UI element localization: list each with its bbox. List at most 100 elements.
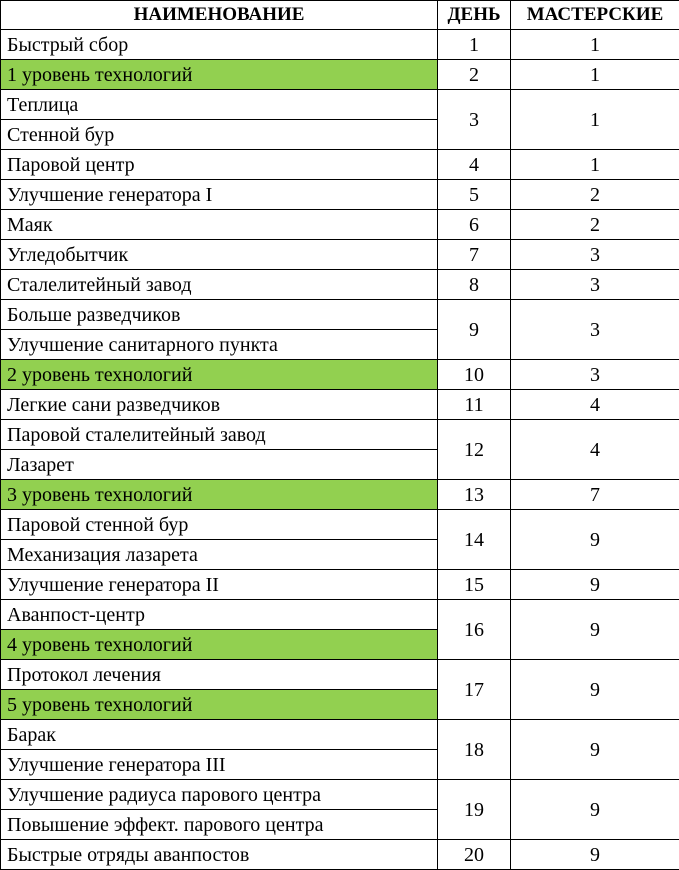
day-cell: 10: [437, 359, 511, 390]
item-name-cell: Стенной бур: [0, 119, 438, 150]
table-row: Угледобытчик 7 3: [0, 239, 679, 270]
table-row: Быстрые отряды аванпостов 20 9: [0, 839, 679, 870]
table-row: Аванпост-центр 16 9: [0, 599, 679, 660]
item-name-cell: Паровой стенной бур: [0, 509, 438, 540]
header-row: НАИМЕНОВАНИЕ ДЕНЬ МАСТЕРСКИЕ: [0, 0, 679, 30]
workshops-cell: 9: [510, 659, 679, 720]
workshops-cell: 9: [510, 839, 679, 870]
day-cell: 13: [437, 479, 511, 510]
item-name-cell: Улучшение санитарного пункта: [0, 329, 438, 360]
workshops-cell: 1: [510, 89, 679, 150]
table-row: Легкие сани разведчиков 11 4: [0, 389, 679, 420]
table-row: 3 уровень технологий 13 7: [0, 479, 679, 510]
tech-level-cell: 2 уровень технологий: [0, 359, 438, 390]
table-row: Механизация лазарета: [0, 539, 679, 570]
day-cell: 18: [437, 719, 511, 780]
item-name-cell: Теплица: [0, 89, 438, 120]
workshops-cell: 9: [510, 719, 679, 780]
workshops-cell: 9: [510, 599, 679, 660]
day-cell: 14: [437, 509, 511, 570]
day-cell: 15: [437, 569, 511, 600]
table-row: Сталелитейный завод 8 3: [0, 269, 679, 300]
day-cell: 8: [437, 269, 511, 300]
day-cell: 6: [437, 209, 511, 240]
table-row: Улучшение санитарного пункта: [0, 329, 679, 360]
item-name-cell: Улучшение генератора II: [0, 569, 438, 600]
workshops-cell: 1: [510, 149, 679, 180]
day-cell: 4: [437, 149, 511, 180]
workshops-cell: 3: [510, 269, 679, 300]
item-name-cell: Улучшение радиуса парового центра: [0, 779, 438, 810]
day-cell: 9: [437, 299, 511, 360]
workshops-cell: 1: [510, 29, 679, 60]
header-day: ДЕНЬ: [437, 0, 511, 30]
item-name-cell: Механизация лазарета: [0, 539, 438, 570]
item-name-cell: Протокол лечения: [0, 659, 438, 690]
workshops-cell: 4: [510, 419, 679, 480]
day-cell: 2: [437, 59, 511, 90]
workshops-cell: 2: [510, 179, 679, 210]
item-name-cell: Улучшение генератора I: [0, 179, 438, 210]
workshops-cell: 9: [510, 509, 679, 570]
item-name-cell: Паровой сталелитейный завод: [0, 419, 438, 450]
item-name-cell: Быстрые отряды аванпостов: [0, 839, 438, 870]
table-row: Улучшение радиуса парового центра 19 9: [0, 779, 679, 840]
tech-level-cell: 4 уровень технологий: [0, 629, 438, 660]
table-row: 1 уровень технологий 2 1: [0, 59, 679, 90]
table-row: Теплица 3 1: [0, 89, 679, 150]
header-name: НАИМЕНОВАНИЕ: [0, 0, 438, 30]
table-row: 4 уровень технологий: [0, 629, 679, 660]
day-cell: 1: [437, 29, 511, 60]
day-cell: 17: [437, 659, 511, 720]
day-cell: 7: [437, 239, 511, 270]
day-cell: 12: [437, 419, 511, 480]
tech-level-cell: 5 уровень технологий: [0, 689, 438, 720]
workshops-cell: 3: [510, 359, 679, 390]
table-row: Барак 18 9: [0, 719, 679, 780]
day-cell: 20: [437, 839, 511, 870]
item-name-cell: Барак: [0, 719, 438, 750]
item-name-cell: Повышение эффект. парового центра: [0, 809, 438, 840]
item-name-cell: Маяк: [0, 209, 438, 240]
tech-level-cell: 1 уровень технологий: [0, 59, 438, 90]
workshops-cell: 1: [510, 59, 679, 90]
workshops-cell: 2: [510, 209, 679, 240]
day-cell: 3: [437, 89, 511, 150]
table-row: Улучшение генератора III: [0, 749, 679, 780]
table-row: Больше разведчиков 9 3: [0, 299, 679, 360]
table-body: Быстрый сбор 1 1 1 уровень технологий 2 1 Тепл…: [0, 29, 679, 870]
item-name-cell: Улучшение генератора III: [0, 749, 438, 780]
day-cell: 5: [437, 179, 511, 210]
workshops-cell: 9: [510, 779, 679, 840]
table-row: Паровой стенной бур 14 9: [0, 509, 679, 570]
table-row: Повышение эффект. парового центра: [0, 809, 679, 840]
day-cell: 11: [437, 389, 511, 420]
workshops-cell: 3: [510, 299, 679, 360]
item-name-cell: Паровой центр: [0, 149, 438, 180]
table-row: 2 уровень технологий 10 3: [0, 359, 679, 390]
day-cell: 16: [437, 599, 511, 660]
header-workshops: МАСТЕРСКИЕ: [510, 0, 679, 30]
table-row: Маяк 6 2: [0, 209, 679, 240]
table-row: Улучшение генератора II 15 9: [0, 569, 679, 600]
workshops-cell: 4: [510, 389, 679, 420]
table-row: Быстрый сбор 1 1: [0, 29, 679, 60]
table-row: Протокол лечения 17 9: [0, 659, 679, 720]
item-name-cell: Угледобытчик: [0, 239, 438, 270]
workshops-cell: 3: [510, 239, 679, 270]
workshops-cell: 9: [510, 569, 679, 600]
table-row: Паровой сталелитейный завод 12 4: [0, 419, 679, 480]
item-name-cell: Аванпост-центр: [0, 599, 438, 630]
item-name-cell: Быстрый сбор: [0, 29, 438, 60]
table-row: 5 уровень технологий: [0, 689, 679, 720]
tech-level-cell: 3 уровень технологий: [0, 479, 438, 510]
item-name-cell: Лазарет: [0, 449, 438, 480]
item-name-cell: Легкие сани разведчиков: [0, 389, 438, 420]
day-cell: 19: [437, 779, 511, 840]
item-name-cell: Больше разведчиков: [0, 299, 438, 330]
table-row: Стенной бур: [0, 119, 679, 150]
workshops-cell: 7: [510, 479, 679, 510]
item-name-cell: Сталелитейный завод: [0, 269, 438, 300]
